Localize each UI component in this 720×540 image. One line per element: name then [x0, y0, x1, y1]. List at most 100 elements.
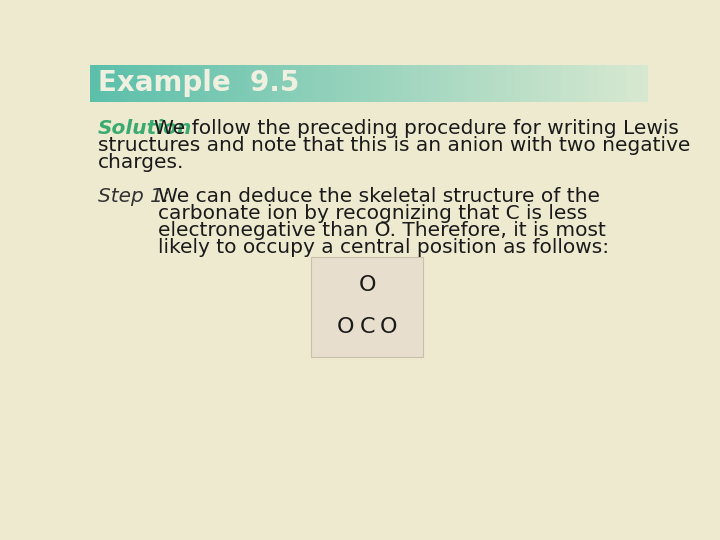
Bar — [324, 65, 328, 102]
Bar — [637, 65, 640, 102]
Bar — [230, 65, 233, 102]
Bar — [402, 65, 406, 102]
Bar — [392, 65, 395, 102]
Bar — [374, 65, 378, 102]
Bar — [112, 65, 116, 102]
Bar — [366, 65, 370, 102]
Bar — [478, 65, 482, 102]
Bar — [634, 65, 638, 102]
Bar — [96, 65, 99, 102]
Bar — [280, 65, 283, 102]
Bar — [243, 65, 247, 102]
Bar — [168, 65, 171, 102]
Bar — [218, 65, 222, 102]
Text: structures and note that this is an anion with two negative: structures and note that this is an anio… — [98, 136, 690, 154]
Text: We can deduce the skeletal structure of the: We can deduce the skeletal structure of … — [158, 187, 600, 206]
Bar — [414, 65, 417, 102]
Bar — [207, 65, 211, 102]
Bar — [467, 65, 470, 102]
Bar — [419, 65, 423, 102]
Bar — [311, 257, 423, 357]
Bar — [327, 65, 330, 102]
Bar — [514, 65, 518, 102]
Bar — [227, 65, 230, 102]
Bar — [269, 65, 272, 102]
Bar — [600, 65, 604, 102]
Text: charges.: charges. — [98, 153, 184, 172]
Bar — [252, 65, 256, 102]
Bar — [271, 65, 275, 102]
Bar — [505, 65, 509, 102]
Bar — [453, 65, 456, 102]
Bar — [344, 65, 348, 102]
Bar — [562, 65, 565, 102]
Bar — [567, 65, 571, 102]
Bar — [255, 65, 258, 102]
Bar — [553, 65, 557, 102]
Bar — [598, 65, 601, 102]
Bar — [151, 65, 155, 102]
Bar — [436, 65, 439, 102]
Bar — [341, 65, 345, 102]
Bar — [612, 65, 616, 102]
Bar — [623, 65, 626, 102]
Bar — [124, 65, 127, 102]
Bar — [260, 65, 264, 102]
Bar — [188, 65, 192, 102]
Bar — [620, 65, 624, 102]
Bar — [129, 65, 132, 102]
Bar — [489, 65, 492, 102]
Bar — [609, 65, 613, 102]
Bar — [215, 65, 219, 102]
Bar — [536, 65, 540, 102]
Bar — [338, 65, 342, 102]
Bar — [531, 65, 534, 102]
Text: Example  9.5: Example 9.5 — [98, 69, 299, 97]
Bar — [297, 65, 300, 102]
Bar — [143, 65, 147, 102]
Bar — [179, 65, 183, 102]
Bar — [386, 65, 390, 102]
Bar — [397, 65, 400, 102]
Bar — [185, 65, 189, 102]
Bar — [182, 65, 186, 102]
Bar — [277, 65, 281, 102]
Bar — [486, 65, 490, 102]
Bar — [132, 65, 135, 102]
Bar — [481, 65, 484, 102]
Bar — [224, 65, 228, 102]
Text: Solution: Solution — [98, 119, 192, 138]
Bar — [584, 65, 588, 102]
Bar — [495, 65, 498, 102]
Bar — [319, 65, 323, 102]
Bar — [109, 65, 113, 102]
Bar — [380, 65, 384, 102]
Bar — [282, 65, 286, 102]
Bar — [526, 65, 528, 102]
Bar — [154, 65, 158, 102]
Bar — [411, 65, 415, 102]
Bar — [361, 65, 364, 102]
Text: C: C — [359, 318, 375, 338]
Bar — [377, 65, 381, 102]
Bar — [520, 65, 523, 102]
Bar — [422, 65, 426, 102]
Bar — [645, 65, 649, 102]
Bar — [500, 65, 504, 102]
Bar — [235, 65, 238, 102]
Bar — [578, 65, 582, 102]
Bar — [606, 65, 610, 102]
Bar — [126, 65, 130, 102]
Bar — [202, 65, 205, 102]
Bar — [300, 65, 303, 102]
Bar — [433, 65, 437, 102]
Bar — [166, 65, 169, 102]
Bar — [642, 65, 646, 102]
Bar — [210, 65, 214, 102]
Text: likely to occupy a central position as follows:: likely to occupy a central position as f… — [158, 238, 609, 257]
Bar — [305, 65, 308, 102]
Bar — [148, 65, 152, 102]
Bar — [590, 65, 593, 102]
Bar — [438, 65, 442, 102]
Text: O: O — [359, 275, 376, 295]
